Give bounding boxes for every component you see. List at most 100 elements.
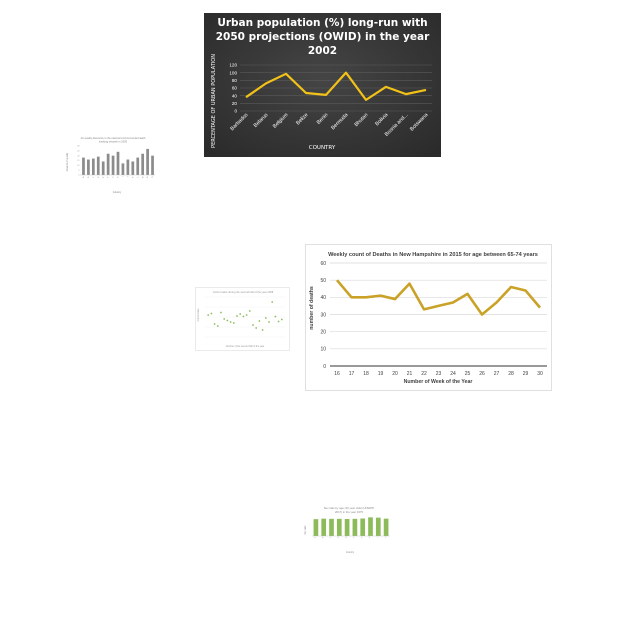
chart-title-line-3: 2002: [308, 45, 337, 57]
x-tick-label: 22: [421, 371, 427, 377]
bar: [383, 518, 389, 536]
chart-title-line-1: Sex ratio by age (20 year olds) (UNWPP,: [324, 506, 375, 510]
y-axis-label: number of deaths: [309, 286, 315, 330]
bar: [360, 518, 366, 536]
x-tick-label: C: [93, 176, 95, 178]
bar: [126, 159, 130, 175]
y-tick-label: 30: [77, 146, 80, 148]
chart-title-line-1: Urban population (%) long-run with: [217, 17, 427, 29]
x-tick-label: G: [361, 536, 364, 539]
x-axis-label: Country: [346, 551, 355, 554]
series-line: [336, 279, 541, 316]
y-tick-label: 100: [229, 70, 237, 75]
y-tick-label: 25: [77, 151, 80, 153]
y-tick-label: 10: [77, 165, 80, 167]
x-tick-label: J: [385, 537, 387, 539]
data-point: [258, 320, 261, 322]
points: [207, 301, 283, 331]
x-tick-labels: 16 17 18 19 20 21 22 23 24 25 26 27 28 29 30: [334, 371, 543, 377]
y-tick-label: 40: [320, 295, 326, 301]
bar: [352, 518, 358, 536]
x-axis-label: Number of Week of the Year: [404, 379, 473, 385]
x-tick-label: 20: [392, 371, 398, 377]
cohort-scatter-svg: Cohort value during the second half of t…: [195, 287, 290, 351]
bar: [96, 156, 100, 175]
gridlines: [330, 262, 547, 350]
bar: [329, 518, 334, 536]
bar: [375, 517, 381, 536]
chart-title: Cohort value during the second half of t…: [213, 290, 274, 294]
y-tick-label: 20: [320, 329, 326, 335]
y-tick-label: 5: [78, 170, 80, 172]
bars: [82, 148, 154, 175]
series-line: [245, 71, 427, 101]
x-axis-label: Industry: [113, 191, 122, 194]
chart-title-line-1: Air quality discounts in the national en…: [81, 136, 146, 140]
x-tick-label: 21: [407, 371, 413, 377]
air-quality-chart: Air quality discounts in the national en…: [63, 134, 160, 198]
x-tick-label: F: [108, 176, 110, 178]
data-point: [277, 320, 280, 323]
bar: [82, 157, 85, 175]
x-tick-label: A: [314, 536, 317, 540]
x-tick-label: L: [137, 176, 139, 178]
data-point: [213, 323, 216, 325]
x-tick-label: 16: [334, 371, 340, 377]
chart-title-line-2: 2050 projections (OWID) in the year: [216, 31, 430, 43]
data-point: [274, 315, 277, 318]
bar: [101, 161, 105, 175]
y-axis-label: Sex ratio: [304, 525, 307, 535]
y-tick-label: 0: [323, 364, 326, 370]
bar: [106, 153, 110, 175]
bar: [368, 517, 373, 536]
y-tick-labels: 0 10 20 30 40 50 60: [320, 261, 326, 370]
bar: [141, 153, 145, 175]
x-tick-label: O: [152, 176, 154, 178]
data-point: [236, 315, 238, 317]
x-tick-label: I: [123, 176, 125, 177]
x-tick-label: 29: [523, 371, 529, 377]
x-tick-label: J: [127, 177, 129, 178]
gridlines: [240, 64, 432, 112]
x-tick-label: 27: [494, 371, 500, 377]
x-tick-labels: A B C D E F G H I J: [314, 536, 387, 540]
x-tick-label: I: [377, 536, 379, 538]
x-tick-label: D: [338, 536, 341, 539]
bar: [131, 161, 135, 175]
bar: [321, 518, 327, 536]
gridlines: [205, 296, 285, 338]
y-tick-label: 20: [232, 101, 238, 106]
data-point: [252, 324, 254, 326]
sex-ratio-chart: Sex ratio by age (20 year olds) (UNWPP, …: [302, 502, 393, 560]
data-point: [232, 322, 235, 324]
y-tick-label: 20: [77, 155, 80, 157]
bar: [146, 148, 149, 175]
bar: [91, 158, 95, 175]
weekly-deaths-svg: Weekly count of Deaths in New Hampshire …: [305, 244, 552, 391]
y-tick-labels: 0 20 40 60 80 100 120: [229, 63, 237, 114]
data-point: [268, 321, 270, 323]
x-tick-label: F: [353, 536, 356, 539]
cohort-scatter-chart: Cohort value during the second half of t…: [195, 287, 290, 351]
y-tick-labels: 0 5 10 15 20 25 30: [77, 146, 80, 177]
x-tick-label: 23: [436, 371, 442, 377]
y-tick-label: 15: [77, 160, 80, 162]
sex-ratio-svg: Sex ratio by age (20 year olds) (UNWPP, …: [304, 506, 390, 554]
y-tick-label: 60: [232, 86, 238, 91]
x-tick-label: C: [330, 536, 333, 539]
data-point: [248, 310, 251, 312]
bar: [313, 519, 319, 536]
x-tick-label: 17: [349, 371, 355, 377]
x-tick-label: 30: [537, 371, 543, 377]
x-tick-label: K: [132, 176, 134, 178]
x-tick-label: E: [345, 536, 348, 539]
y-axis-label: PERCENTAGE OF URBAN POPULATION: [211, 54, 217, 148]
chart-background: [204, 13, 441, 157]
y-tick-label: 80: [232, 78, 238, 83]
data-point: [216, 325, 219, 327]
chart-frame: [195, 287, 290, 351]
x-tick-label: M: [142, 176, 144, 178]
data-point: [280, 318, 283, 321]
bar: [121, 163, 125, 175]
